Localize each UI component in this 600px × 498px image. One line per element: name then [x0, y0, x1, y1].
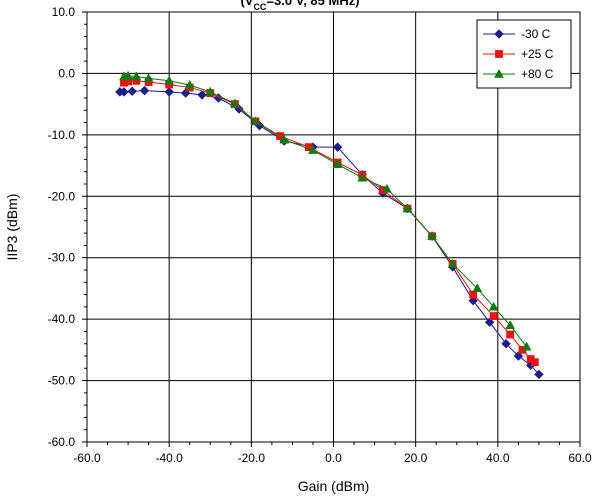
data-point [427, 231, 437, 240]
x-tick-label: -20.0 [238, 451, 266, 465]
legend: -30 C +25 C +80 C [476, 19, 572, 89]
chart-title-sub: CC [253, 2, 266, 12]
data-point [505, 320, 516, 329]
legend-marker [494, 29, 504, 39]
data-point [501, 339, 511, 349]
y-tick-label: -60.0 [48, 435, 76, 449]
data-point [250, 116, 261, 126]
y-axis-title: IIP3 (dBm) [4, 194, 20, 261]
y-tick-label: -50.0 [48, 374, 76, 388]
x-tick-label: 40.0 [486, 451, 510, 465]
data-point [308, 145, 318, 154]
ticks [82, 11, 581, 447]
series-0 [115, 85, 544, 380]
data-point [139, 85, 150, 96]
y-tick-label: -40.0 [48, 312, 76, 326]
data-point [382, 183, 392, 193]
chart-title-part: (V [240, 0, 253, 8]
data-point [332, 142, 343, 152]
legend-marker [494, 68, 504, 78]
data-point [534, 369, 544, 380]
grid [87, 12, 580, 442]
legend-box [476, 19, 572, 89]
data-point [521, 341, 532, 351]
data-point [143, 73, 154, 83]
data-point [184, 80, 195, 89]
data-point [205, 86, 216, 96]
legend-item: -30 C [483, 27, 551, 41]
series-line [123, 80, 536, 363]
data-point [530, 358, 539, 367]
legend-marker [495, 50, 503, 58]
legend-item: +80 C [483, 67, 554, 81]
data-point [127, 86, 137, 96]
series-layer [115, 70, 544, 380]
chart-title: (VCC=3.0 V, 85 MHz) [240, 0, 359, 12]
data-point [488, 301, 499, 311]
data-point [513, 351, 524, 361]
y-tick-label: -30.0 [48, 251, 76, 265]
x-tick-label: 20.0 [404, 451, 428, 465]
data-point [506, 330, 515, 339]
data-point [279, 134, 290, 144]
data-point [357, 172, 368, 182]
series-1 [120, 76, 539, 367]
data-point [472, 283, 483, 293]
data-point [164, 75, 175, 85]
data-point [332, 159, 343, 169]
data-point [197, 90, 207, 100]
x-tick-label: -40.0 [155, 451, 183, 465]
x-tick-label: 60.0 [568, 451, 592, 465]
y-tick-label: -20.0 [48, 189, 76, 203]
data-point [131, 71, 142, 81]
data-point [402, 203, 413, 213]
x-tick-labels: -60.0 -40.0 -20.0 0.0 20.0 40.0 60.0 [73, 451, 592, 465]
y-tick-labels: 10.0 0.0 -10.0 -20.0 -30.0 -40.0 -50.0 -60.0 [48, 5, 76, 449]
chart-title-part: =3.0 V, 85 MHz) [266, 0, 359, 8]
y-tick-label: 0.0 [58, 66, 75, 80]
data-point [468, 296, 478, 306]
y-tick-label: -10.0 [48, 128, 76, 142]
data-point [469, 290, 478, 299]
series-2 [119, 70, 532, 351]
legend-label: +25 C [521, 47, 554, 61]
data-point [164, 87, 174, 97]
data-point [447, 258, 458, 268]
legend-label: -30 C [521, 27, 551, 41]
y-tick-label: 10.0 [52, 5, 76, 19]
series-line [123, 75, 527, 348]
data-point [119, 87, 129, 97]
series-line [119, 90, 540, 375]
legend-label: +80 C [521, 67, 554, 81]
x-tick-label: 0.0 [325, 451, 342, 465]
x-tick-label: -60.0 [73, 451, 101, 465]
legend-item: +25 C [483, 47, 554, 61]
x-axis-title: Gain (dBm) [298, 478, 370, 494]
data-point [484, 317, 495, 327]
data-point [123, 70, 133, 80]
data-point [230, 98, 240, 108]
data-point [489, 312, 498, 320]
